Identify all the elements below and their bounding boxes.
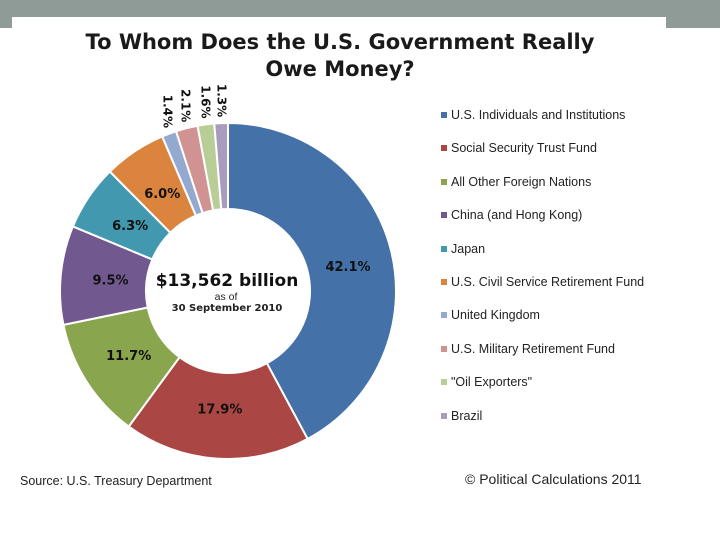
slice-label-2: 17.9% <box>197 403 242 418</box>
legend-swatch <box>441 245 447 252</box>
legend-item: U.S. Civil Service Retirement Fund <box>441 273 644 291</box>
legend-swatch <box>441 112 447 118</box>
slice-label-9: 1.6% <box>199 85 213 118</box>
center-total-label: $13,562 billion <box>156 271 299 291</box>
slice-label-8: 2.1% <box>179 89 193 122</box>
legend-item: U.S. Military Retirement Fund <box>441 340 615 358</box>
legend-label: U.S. Military Retirement Fund <box>451 341 615 356</box>
legend-item: U.S. Individuals and Institutions <box>441 106 625 124</box>
slice-label-7: 1.4% <box>160 95 174 128</box>
legend-item: Japan <box>441 240 485 258</box>
legend-swatch <box>441 212 447 219</box>
legend-swatch <box>441 312 447 319</box>
legend-swatch <box>441 145 447 152</box>
legend-label: Brazil <box>451 408 483 423</box>
legend-item: Social Security Trust Fund <box>441 139 597 157</box>
source-note: Source: U.S. Treasury Department <box>20 474 212 488</box>
legend-swatch <box>441 279 447 285</box>
legend-swatch <box>441 178 447 185</box>
legend-item: All Other Foreign Nations <box>441 173 591 191</box>
legend-swatch <box>441 412 447 419</box>
legend-label: U.S. Civil Service Retirement Fund <box>451 275 645 289</box>
legend-swatch <box>441 379 447 386</box>
legend-label: U.S. Individuals and Institutions <box>451 108 626 122</box>
legend-label: China (and Hong Kong) <box>451 208 583 223</box>
legend-label: All Other Foreign Nations <box>451 174 592 189</box>
slice-label-6: 6.0% <box>144 187 180 202</box>
slide-top-band <box>12 17 666 28</box>
slice-label-5: 6.3% <box>112 219 148 234</box>
legend-item: Brazil <box>441 407 482 425</box>
slice-label-4: 9.5% <box>93 274 129 289</box>
legend-item: United Kingdom <box>441 306 540 324</box>
legend-label: Social Security Trust Fund <box>451 141 597 156</box>
slice-label-10: 1.3% <box>214 84 228 117</box>
chart-title: To Whom Does the U.S. Government Really … <box>85 30 595 81</box>
legend-label: "Oil Exporters" <box>451 375 533 390</box>
center-date-label: 30 September 2010 <box>172 303 283 314</box>
legend-label: United Kingdom <box>451 308 540 323</box>
slice-label-3: 11.7% <box>106 349 151 364</box>
legend-item: "Oil Exporters" <box>441 373 532 391</box>
credit-note: © Political Calculations 2011 <box>465 471 642 487</box>
center-asof-label: as of <box>215 291 238 303</box>
legend-item: China (and Hong Kong) <box>441 206 582 224</box>
donut-hole <box>146 209 310 373</box>
legend-label: Japan <box>451 241 486 256</box>
slice-label-1: 42.1% <box>325 260 370 275</box>
legend-swatch <box>441 345 447 352</box>
